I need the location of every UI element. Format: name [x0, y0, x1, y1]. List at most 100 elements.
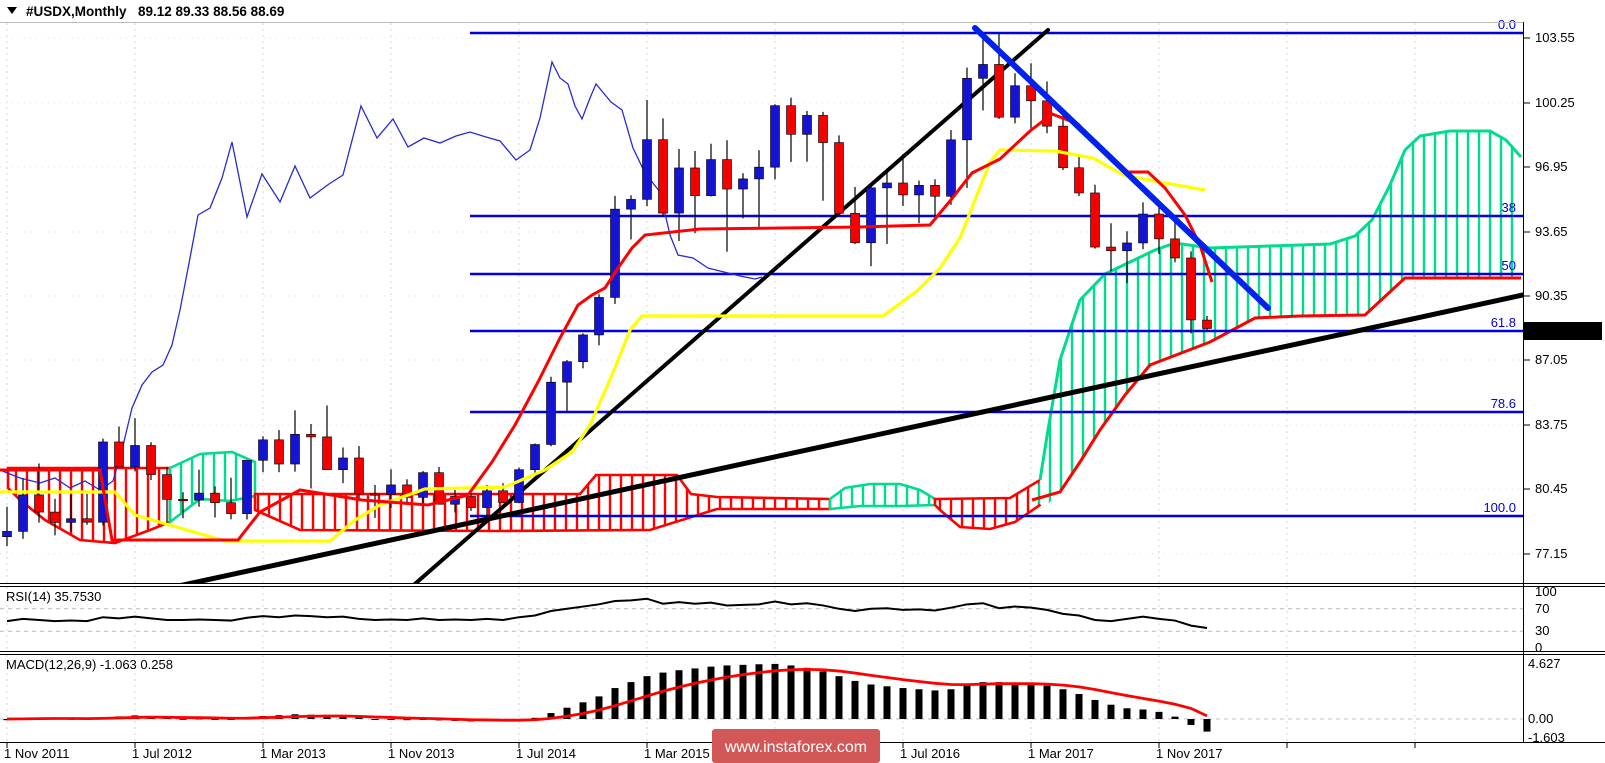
candle-body: [1026, 85, 1036, 102]
macd-histogram-bar: [355, 717, 363, 719]
candle-body: [1122, 242, 1132, 252]
candle-body: [994, 64, 1004, 118]
macd-histogram-bar: [1203, 719, 1211, 732]
support-trendline[interactable]: [160, 292, 1523, 590]
macd-histogram-bar: [739, 664, 747, 719]
candle-body: [530, 444, 540, 470]
price-tick-label: 90.35: [1535, 288, 1568, 303]
candlesticks: [2, 33, 1212, 547]
macd-histogram-bar: [403, 719, 411, 721]
macd-histogram-bar: [771, 663, 779, 719]
downtrend-line[interactable]: [972, 25, 1271, 311]
candle-body: [578, 334, 588, 362]
macd-axis-label: 0.00: [1528, 711, 1553, 726]
macd-histogram-bar: [1155, 711, 1163, 719]
macd-histogram-bar: [947, 689, 955, 719]
time-tick-label: 1 Nov 2011: [4, 746, 70, 761]
current-price-value: 88.69: [1533, 324, 1566, 339]
macd-histogram-bar: [3, 719, 11, 721]
macd-histogram-bar: [675, 670, 683, 719]
candle-body: [2, 531, 12, 537]
candle-body: [610, 208, 620, 298]
candle-body: [786, 105, 796, 135]
chart-title-bar: #USDX,Monthly 89.12 89.33 88.56 88.69: [7, 4, 284, 19]
macd-label: MACD(12,26,9) -1.063 0.258: [6, 657, 173, 672]
candle-body: [642, 139, 652, 200]
price-tick-label: 100.25: [1535, 95, 1575, 110]
candle-body: [306, 434, 316, 438]
macd-signal-line: [6, 667, 1208, 722]
time-tick-label: 1 Nov 2017: [1156, 746, 1223, 761]
time-tick-label: 1 Mar 2015: [644, 746, 710, 761]
panel-separators[interactable]: [0, 22, 1605, 743]
time-axis[interactable]: 1 Nov 2011 1 Jul 2012 1 Mar 2013 1 Nov 2013…: [4, 742, 1416, 761]
broker-watermark: www.instaforex.com: [712, 729, 880, 763]
macd-histogram-bar: [179, 718, 187, 720]
macd-histogram-bar: [755, 664, 763, 719]
candle-body: [178, 499, 188, 502]
macd-panel: 4.627 0.00 -1.603: [0, 656, 1565, 745]
candle-body: [322, 436, 332, 470]
candle-body: [514, 469, 524, 503]
cloud-green: [1032, 131, 1521, 507]
macd-histogram-bar: [1059, 689, 1067, 719]
fib-label: 38: [1502, 200, 1516, 215]
candle-body: [386, 484, 396, 495]
current-price-tag: 88.69: [1524, 322, 1602, 340]
downtrend-line-layer[interactable]: [972, 25, 1271, 311]
candle-body: [658, 139, 668, 214]
candle-body: [162, 474, 172, 500]
candle-body: [226, 502, 236, 514]
candle-body: [946, 139, 956, 197]
candle-body: [1186, 257, 1196, 321]
symbol-dropdown-icon[interactable]: [7, 7, 17, 14]
price-tick-label: 96.95: [1535, 159, 1568, 174]
macd-histogram-bar: [707, 666, 715, 719]
candle-body: [194, 492, 204, 501]
candle-body: [82, 518, 92, 523]
macd-histogram-bar: [723, 665, 731, 719]
macd-histogram-bar: [1139, 709, 1147, 719]
candle-body: [418, 472, 428, 498]
candle-body: [1058, 125, 1068, 169]
rsi-axis-label: 30: [1535, 623, 1549, 638]
fibonacci-levels[interactable]: [470, 31, 1523, 518]
macd-histogram-bar: [1107, 704, 1115, 719]
candle-body: [802, 115, 812, 135]
macd-histogram-bar: [387, 719, 395, 720]
candle-body: [242, 460, 252, 514]
cloud-bottom-edge: [1031, 276, 1521, 502]
candle-body: [626, 199, 636, 210]
candle-body: [722, 159, 732, 190]
macd-histogram-bar: [787, 665, 795, 719]
macd-histogram-bar: [851, 680, 859, 719]
fib-label: 78.6: [1491, 396, 1516, 411]
chart-title-symbol: #USDX,Monthly: [26, 4, 127, 19]
macd-axis-label: -1.603: [1528, 730, 1565, 745]
macd-histogram-bar: [643, 676, 651, 719]
macd-histogram-bar: [1171, 716, 1179, 719]
candle-body: [370, 493, 380, 496]
candle-body: [18, 494, 28, 532]
candle-body: [1138, 213, 1148, 244]
macd-histogram-bar: [915, 689, 923, 719]
macd-histogram-bar: [691, 668, 699, 719]
candle-body: [674, 167, 684, 214]
price-axis[interactable]: 103.55 100.25 96.95 93.65 90.35 87.05 83.75 80.…: [1523, 30, 1575, 561]
candle-body: [834, 142, 844, 214]
candle-body: [914, 185, 924, 196]
macd-histogram-bar: [339, 715, 347, 719]
time-tick-label: 1 Jul 2016: [900, 746, 960, 761]
macd-histogram-bar: [1075, 694, 1083, 719]
macd-histogram-bar: [835, 676, 843, 719]
rsi-axis-label: 70: [1535, 601, 1549, 616]
candle-body: [754, 166, 764, 180]
time-tick-label: 1 Jul 2014: [516, 746, 576, 761]
macd-histogram-bar: [995, 682, 1003, 719]
macd-histogram-bar: [659, 672, 667, 719]
time-tick-label: 1 Jul 2012: [132, 746, 192, 761]
candle-body: [130, 445, 140, 468]
candle-body: [562, 361, 572, 383]
